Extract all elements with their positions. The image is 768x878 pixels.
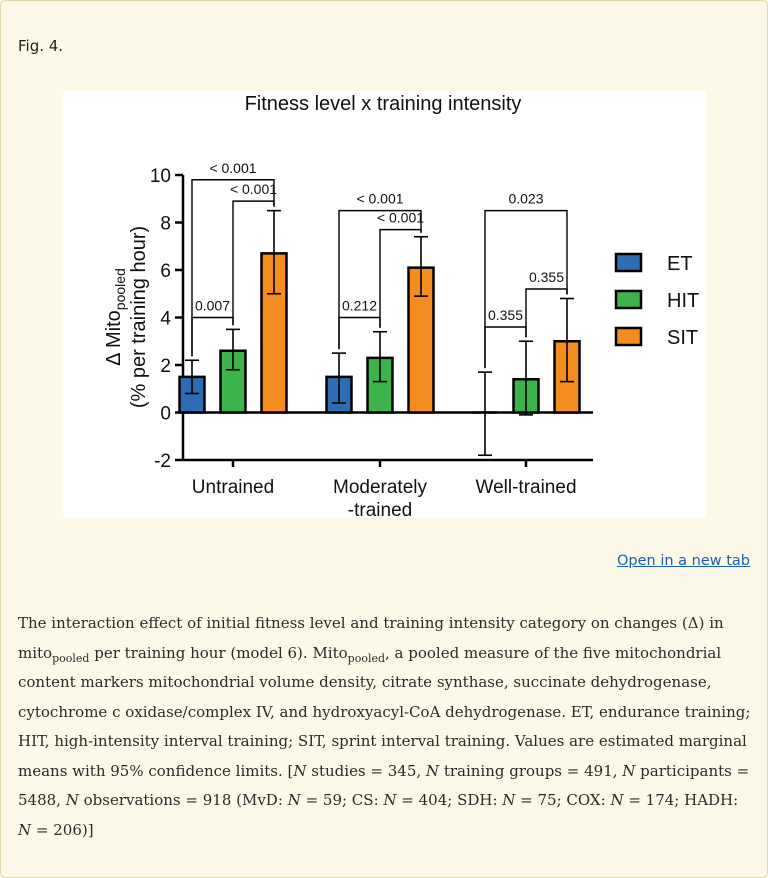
legend-swatch-hit	[614, 289, 643, 310]
significance-bracket	[484, 209, 568, 369]
y-tick-label: 0	[160, 404, 171, 425]
y-axis-label-sub: pooled	[112, 268, 128, 310]
legend-swatch-sit	[614, 326, 643, 347]
y-tick-label: 6	[160, 261, 171, 282]
significance-bracket	[338, 316, 381, 350]
significance-bracket	[525, 288, 568, 338]
p-value-label: < 0.001	[377, 210, 424, 226]
x-tick-label-line2: -trained	[348, 500, 412, 518]
p-value-label: < 0.001	[356, 191, 403, 207]
y-tick-label: -2	[154, 451, 171, 472]
figure-label: Fig. 4.	[18, 37, 64, 55]
y-tick-label: 4	[160, 309, 171, 330]
y-axis-label-main: Δ Mito	[103, 310, 125, 366]
y-tick-label: 10	[150, 166, 171, 187]
y-axis-label: Δ Mitopooled	[103, 268, 128, 366]
figure-caption: The interaction effect of initial fitnes…	[18, 614, 751, 839]
legend-label-et: ET	[667, 253, 693, 275]
legend-label-hit: HIT	[667, 290, 699, 312]
significance-bracket	[232, 200, 275, 326]
significance-bracket	[338, 209, 422, 350]
significance-bracket	[379, 228, 422, 328]
bar-et-0	[178, 375, 206, 414]
p-value-label: 0.212	[342, 298, 377, 314]
legend-swatch-et	[614, 252, 643, 273]
chart-title: Fitness level x training intensity	[245, 93, 522, 115]
significance-bracket	[484, 326, 527, 369]
p-value-label: 0.007	[195, 298, 230, 314]
bar-chart: Fitness level x training intensity -2 0 2 4 6…	[103, 93, 699, 518]
y-tick-label: 2	[160, 356, 171, 377]
p-value-label: 0.355	[488, 307, 523, 323]
x-tick-label: Untrained	[192, 477, 274, 498]
p-value-label: 0.355	[529, 269, 564, 285]
legend-label-sit: SIT	[667, 327, 698, 349]
p-value-label: < 0.001	[230, 181, 277, 197]
y-axis-label-2: (% per training hour)	[128, 226, 150, 408]
significance-bracket	[191, 316, 234, 357]
p-value-label: < 0.001	[209, 160, 256, 176]
p-value-label: 0.023	[508, 191, 543, 207]
figure-image: Fitness level x training intensity -2 0 2 4 6…	[63, 91, 706, 518]
open-in-new-tab-link[interactable]: Open in a new tab	[616, 553, 750, 569]
significance-bracket	[191, 179, 275, 357]
y-tick-label: 8	[160, 214, 171, 235]
x-tick-label: Well-trained	[475, 477, 576, 498]
x-tick-label: Moderately	[333, 477, 427, 498]
